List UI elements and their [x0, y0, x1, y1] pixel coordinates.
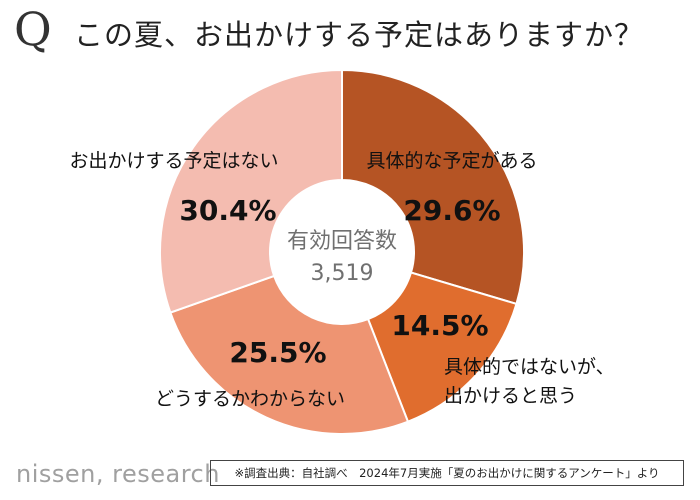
- source-note: ※調査出典：自社調べ 2024年7月実施「夏のお出かけに関するアンケート」より: [210, 460, 684, 486]
- slice-value-specific-plan: 29.6%: [403, 194, 500, 227]
- center-value: 3,519: [311, 261, 374, 286]
- slice-value-likely-go-out: 14.5%: [391, 309, 488, 342]
- slice-label-likely-go-out-line1: 具体的ではないが、: [444, 356, 615, 378]
- slice-label-specific-plan: 具体的な予定がある: [366, 150, 537, 172]
- slice-label-no-plan: お出かけする予定はない: [69, 150, 278, 172]
- slice-value-no-plan: 30.4%: [179, 194, 276, 227]
- brand-logo: nissen, research: [16, 460, 220, 488]
- center-label: 有効回答数: [287, 229, 397, 254]
- question-title: この夏、お出かけする予定はありますか？: [74, 18, 645, 52]
- slice-specific-plan: [341, 68, 525, 306]
- slice-likely-go-out: [366, 271, 518, 423]
- slice-label-likely-go-out-line2: 出かけると思う: [444, 385, 577, 407]
- question-mark: Q: [14, 2, 52, 56]
- slice-undecided: [169, 274, 410, 435]
- slice-value-undecided: 25.5%: [229, 336, 326, 369]
- slice-label-undecided: どうするかわからない: [155, 388, 345, 410]
- slice-no-plan: [159, 68, 343, 314]
